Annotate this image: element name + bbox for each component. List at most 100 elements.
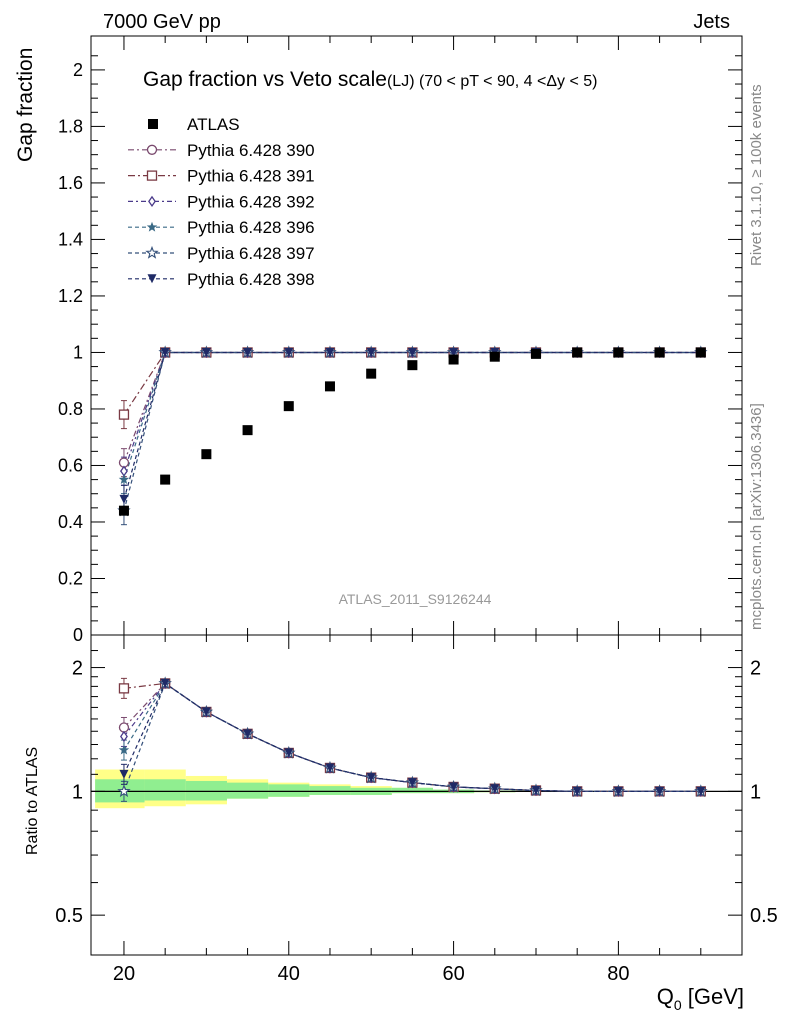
y-tick-label: 0.6 — [58, 455, 83, 475]
ratio-y-axis-label: Ratio to ATLAS — [24, 747, 41, 855]
legend-marker — [148, 195, 156, 208]
ratio-data-point — [243, 729, 253, 739]
ratio-plot-frame — [90, 634, 743, 956]
series-line — [123, 351, 701, 480]
ratio-data-point — [201, 707, 211, 717]
ratio-data-point — [655, 786, 665, 796]
ratio-series-line — [123, 682, 701, 793]
atlas-data-point — [283, 401, 294, 412]
y-tick-label: 0.4 — [58, 512, 83, 532]
atlas-data-point — [489, 351, 500, 362]
x-tick-label: 40 — [278, 963, 300, 985]
legend-label: Pythia 6.428 398 — [187, 270, 315, 289]
y-tick-label: 1.2 — [58, 286, 83, 306]
legend-label: Pythia 6.428 391 — [187, 167, 315, 186]
legend-label: Pythia 6.428 397 — [187, 244, 315, 263]
uncertainty-band-inner — [268, 784, 310, 797]
atlas-data-point — [242, 425, 253, 436]
header-left: 7000 GeV pp — [103, 11, 221, 33]
ratio-data-point — [325, 763, 335, 773]
ratio-data-point — [531, 785, 541, 795]
data-point — [243, 347, 253, 357]
legend: ATLAS Pythia 6.428 390 Pythia 6.428 391 Pyt… — [128, 115, 315, 289]
ratio-series-line — [123, 682, 701, 793]
ratio-data-point — [119, 769, 129, 779]
atlas-data-point — [654, 347, 665, 358]
legend-label: ATLAS — [187, 115, 240, 134]
ratio-data-point — [490, 784, 500, 794]
legend-marker — [147, 274, 157, 284]
ratio-y-tick-label: 1 — [72, 781, 83, 803]
uncertainty-band-inner — [391, 787, 433, 794]
x-tick-label: 80 — [607, 963, 629, 985]
ratio-data-point — [117, 784, 131, 798]
uncertainty-band-inner — [226, 782, 269, 799]
atlas-data-point — [407, 360, 418, 371]
legend-marker — [146, 170, 158, 181]
y-tick-label: 0.8 — [58, 399, 83, 419]
x-tick-label: 20 — [113, 963, 135, 985]
ratio-series-line — [123, 682, 701, 793]
main-title-suffix: (LJ) (70 < pT < 90, 4 <Δy < 5) — [387, 73, 598, 90]
legend-label: Pythia 6.428 390 — [187, 141, 315, 160]
series-line — [123, 351, 701, 500]
legend-marker-atlas — [148, 119, 158, 129]
x-axis-label: Q0 [GeV] — [657, 984, 744, 1013]
y-tick-label: 1.6 — [58, 173, 83, 193]
y-tick-label: 0 — [73, 625, 83, 645]
ratio-data-point — [284, 748, 294, 758]
data-point — [201, 347, 211, 357]
ratio-plot-panel: 0.5 0.5 1 1 2 2 20 40 60 80 Ratio to ATLAS Q0 [Ge… — [24, 634, 778, 1013]
atlas-data-point — [572, 347, 583, 358]
ratio-data-point — [613, 786, 623, 796]
ratio-y-tick-label: 2 — [72, 658, 83, 680]
x-axis-label-unit: [GeV] — [682, 984, 744, 1009]
ratio-y-tick-label-right: 1 — [750, 781, 761, 803]
ratio-data-point — [118, 722, 130, 733]
atlas-data-point — [530, 348, 541, 359]
legend-marker — [146, 221, 158, 232]
atlas-data-point — [324, 381, 335, 392]
y-tick-label: 0.2 — [58, 568, 83, 588]
y-tick-label: 2 — [73, 60, 83, 80]
data-point — [119, 494, 129, 504]
data-point — [284, 347, 294, 357]
ratio-data-point — [366, 773, 376, 783]
atlas-data-point — [118, 505, 129, 516]
data-point — [118, 474, 130, 485]
ratio-y-tick-label-right: 0.5 — [750, 905, 778, 927]
x-axis-label-sub: 0 — [674, 997, 682, 1013]
ratio-data-point — [120, 730, 128, 743]
ratio-y-tick-label-right: 2 — [750, 658, 761, 680]
rivet-label: Rivet 3.1.10, ≥ 100k events — [748, 84, 765, 266]
ratio-data-point — [160, 678, 170, 688]
ratio-series-line — [123, 682, 701, 793]
y-tick-label: 1.8 — [58, 116, 83, 136]
data-point — [118, 409, 130, 420]
ratio-data-point — [696, 786, 706, 796]
data-point — [325, 347, 335, 357]
header-right: Jets — [693, 11, 730, 33]
atlas-data-point — [366, 368, 377, 379]
mcplots-label: mcplots.cern.ch [arXiv:1306.3436] — [748, 403, 765, 630]
legend-marker — [146, 144, 158, 155]
ratio-data-point — [449, 782, 459, 792]
ratio-data-point — [118, 744, 130, 755]
main-title-main: Gap fraction vs Veto scale — [143, 68, 387, 91]
data-point — [366, 347, 376, 357]
y-tick-label: 1.4 — [58, 229, 83, 249]
data-point — [449, 347, 459, 357]
ratio-data-point — [572, 786, 582, 796]
main-plot-panel: 0 0.2 0.4 0.6 0.8 1 1.2 1.4 1.6 1.8 2 Gap fraction… — [14, 35, 743, 645]
x-tick-label: 60 — [442, 963, 464, 985]
atlas-data-point — [448, 354, 459, 365]
y-tick-label: 1 — [73, 342, 83, 362]
legend-label: Pythia 6.428 392 — [187, 192, 315, 211]
ratio-data-point — [118, 683, 130, 694]
data-point — [407, 347, 417, 357]
uncertainty-band-inner — [309, 786, 351, 795]
uncertainty-band-inner — [144, 779, 186, 801]
atlas-data-point — [695, 347, 706, 358]
series-line — [123, 351, 701, 511]
